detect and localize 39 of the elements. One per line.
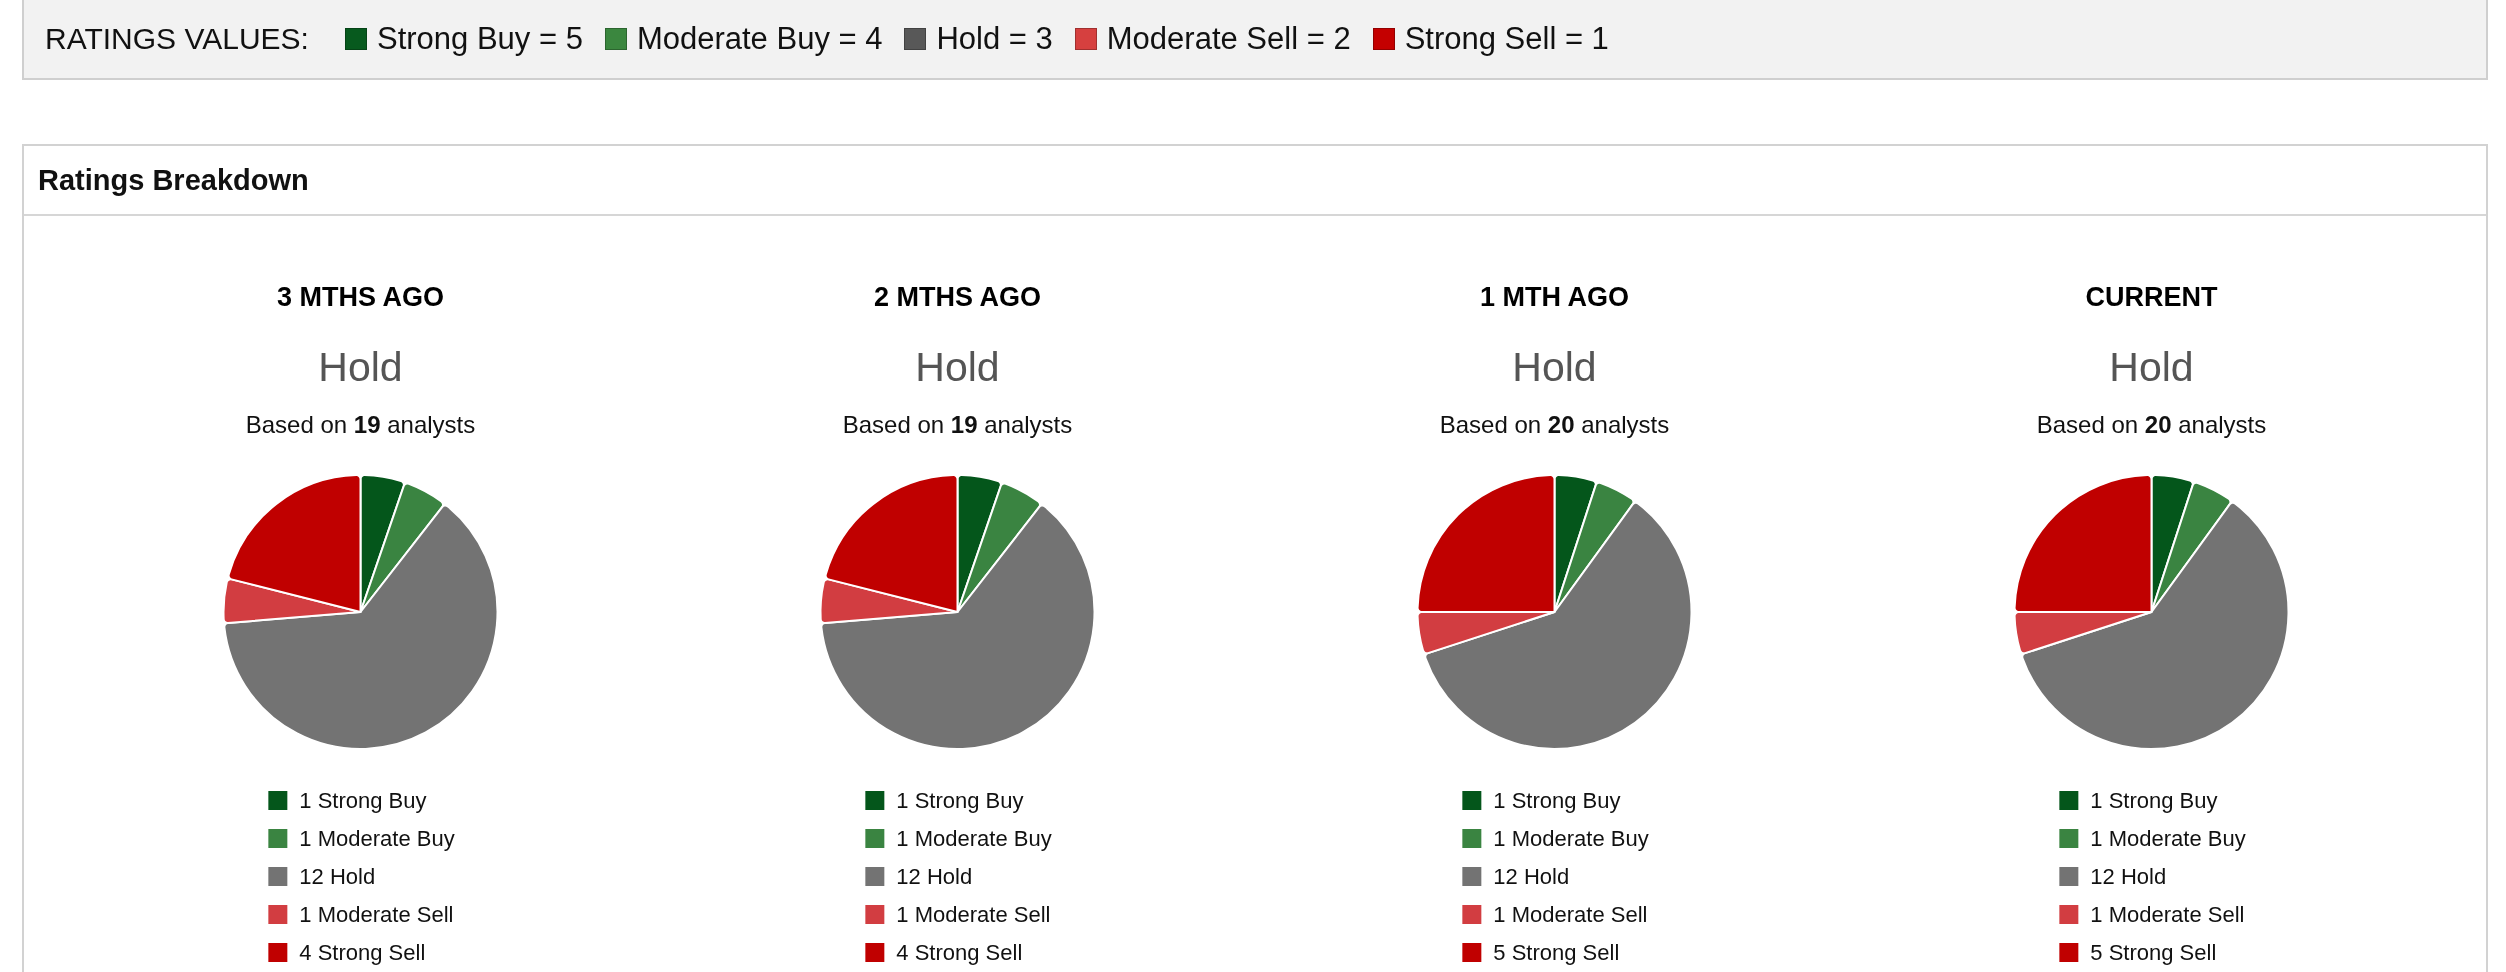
legend-label: 5 Strong Sell (1493, 940, 1620, 965)
legend-label: 1 Moderate Sell (2090, 902, 2245, 927)
text: Based on 19 analysts (244, 410, 477, 440)
legend-label: 1 Moderate Sell (896, 902, 1051, 927)
legend-label: 1 Moderate Buy (1493, 826, 1649, 851)
legend-label: 5 Strong Sell (2090, 940, 2217, 965)
text: Ratings Breakdown (24, 146, 2486, 216)
text: Based on 20 analysts (2035, 410, 2268, 440)
legend-label: 4 Strong Sell (299, 940, 426, 965)
legend-label: 12 Hold (1493, 864, 1570, 889)
legend-label: 1 Strong Buy (2090, 788, 2218, 813)
text: RATINGS VALUES: (45, 22, 309, 56)
chart-title: 1 MTH AGO (1479, 281, 1630, 314)
legend-label: 12 Hold (2090, 864, 2167, 889)
text: Based on 20 analysts (1438, 410, 1671, 440)
chart-subtitle: Hold (1511, 343, 1598, 392)
chart-title: 3 MTHS AGO (276, 281, 445, 314)
legend-label: 1 Moderate Buy (299, 826, 455, 851)
chart-title: 2 MTHS AGO (873, 281, 1042, 314)
legend-label: 1 Moderate Buy (2090, 826, 2246, 851)
legend-label: 1 Moderate Sell (299, 902, 454, 927)
chart-subtitle: Hold (914, 343, 1001, 392)
chart-subtitle: Hold (317, 343, 404, 392)
chart-subtitle: Hold (2108, 343, 2195, 392)
category-label: Hold = 3 (936, 21, 1053, 57)
category-label: Strong Sell = 1 (1404, 21, 1609, 57)
category-label: Strong Buy = 5 (376, 21, 583, 57)
chart-title: CURRENT (2084, 281, 2219, 314)
legend-label: 1 Strong Buy (896, 788, 1024, 813)
legend-label: 12 Hold (299, 864, 376, 889)
legend-label: 4 Strong Sell (896, 940, 1023, 965)
legend-label: 12 Hold (896, 864, 973, 889)
legend-label: 1 Moderate Buy (896, 826, 1052, 851)
legend-label: 1 Strong Buy (299, 788, 427, 813)
legend-label: 1 Strong Buy (1493, 788, 1621, 813)
text: Based on 19 analysts (841, 410, 1074, 440)
category-label: Moderate Sell = 2 (1106, 21, 1351, 57)
legend-label: 1 Moderate Sell (1493, 902, 1648, 927)
category-label: Moderate Buy = 4 (636, 21, 883, 57)
